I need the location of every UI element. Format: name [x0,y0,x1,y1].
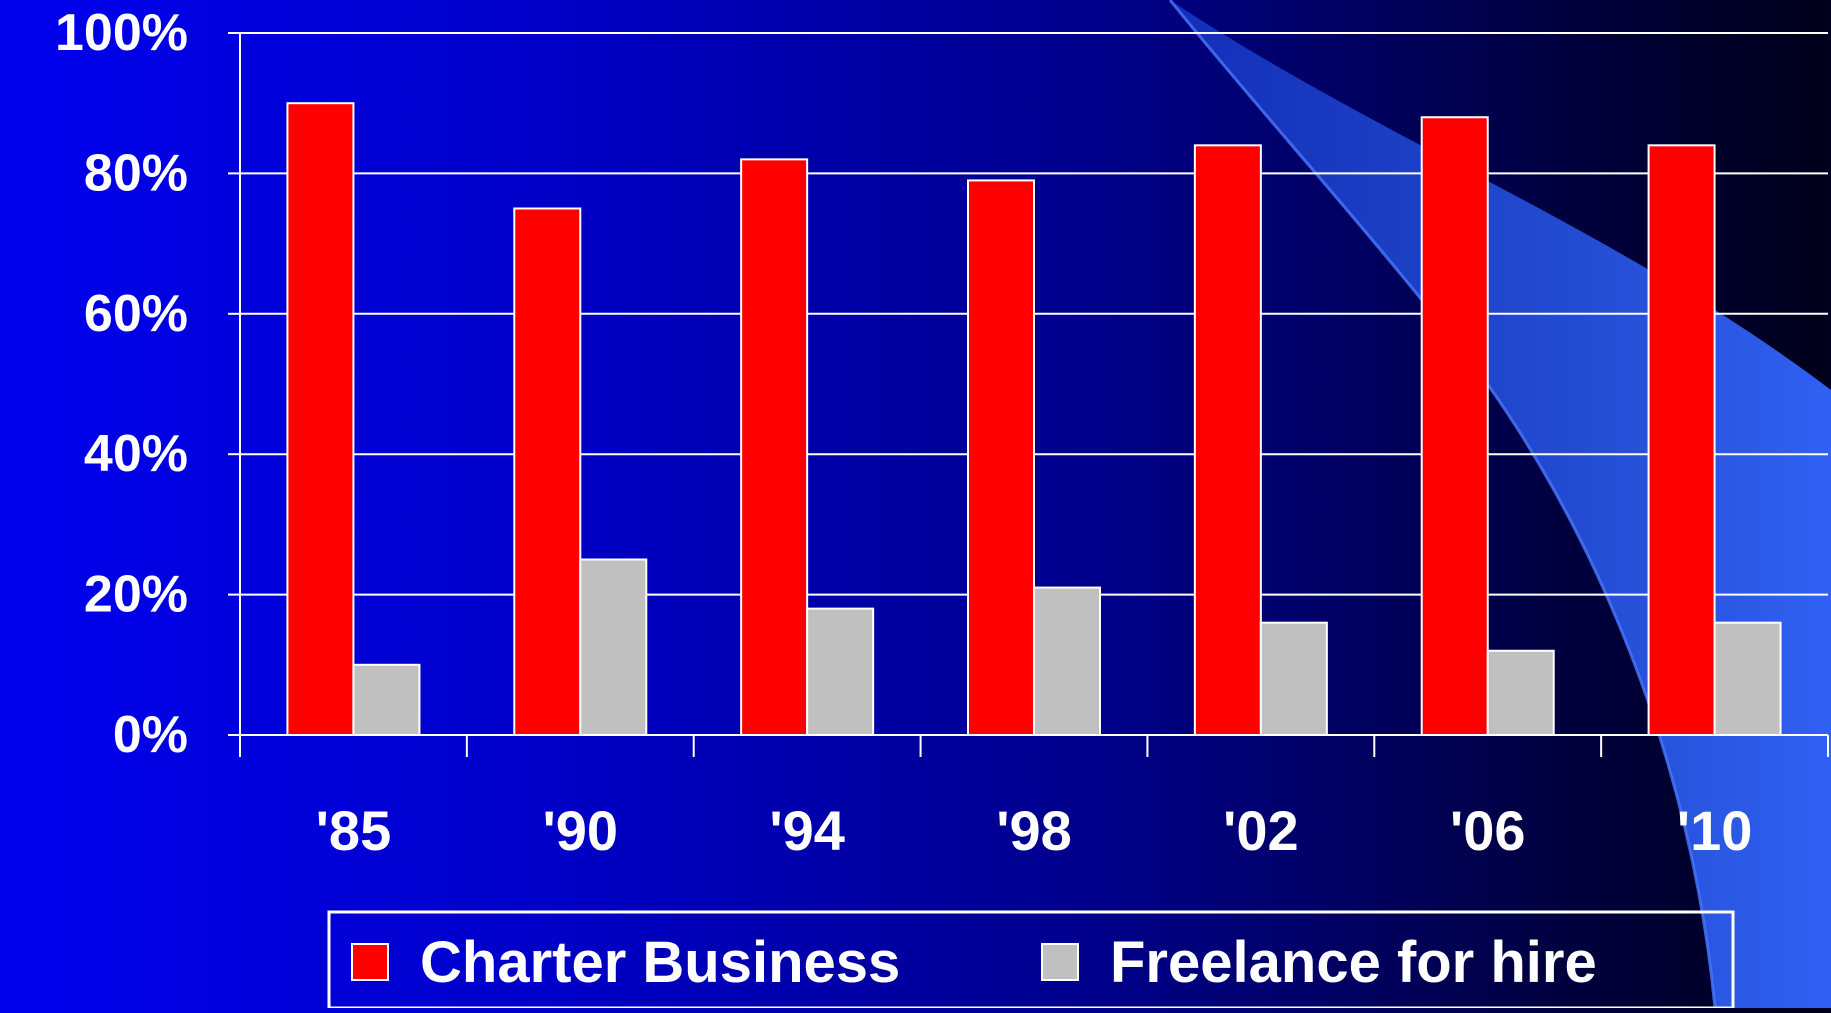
bar-charter-business [1420,116,1489,737]
bar-freelance-for-hire [1033,586,1101,737]
legend-label: Charter Business [420,930,900,995]
y-tick-label: 40% [84,425,188,483]
x-tick-label: '06 [1450,799,1526,862]
x-tick-label: '10 [1677,799,1753,862]
y-tick-label: 0% [113,706,188,764]
bar-charter-business [740,158,809,737]
legend: Charter Business Freelance for hire [327,910,1735,1010]
bar-freelance-for-hire [1486,649,1555,737]
legend-swatch [351,943,389,981]
bar-charter-business [967,179,1035,737]
legend-label: Freelance for hire [1110,930,1597,995]
bar-freelance-for-hire [1713,621,1782,736]
y-tick-label: 20% [84,566,188,624]
bar-freelance-for-hire [352,663,421,736]
x-tick-label: '98 [996,799,1072,862]
bar-freelance-for-hire [806,607,875,737]
bar-freelance-for-hire [579,558,648,736]
bar-charter-business [1193,144,1262,736]
bar-charter-business [513,207,582,736]
y-tick-label: 80% [84,144,188,202]
x-tick-label: '90 [542,799,618,862]
bar-charter-business [1647,144,1716,736]
bar-freelance-for-hire [1259,621,1328,736]
legend-swatch [1041,943,1079,981]
background-swoosh-edge [1168,0,1717,1009]
y-tick-label: 60% [84,285,188,343]
x-tick-label: '02 [1223,799,1299,862]
x-tick-label: '85 [316,799,392,862]
x-tick-label: '94 [769,799,845,862]
bar-charter-business [286,102,355,736]
y-tick-label: 100% [55,4,188,62]
